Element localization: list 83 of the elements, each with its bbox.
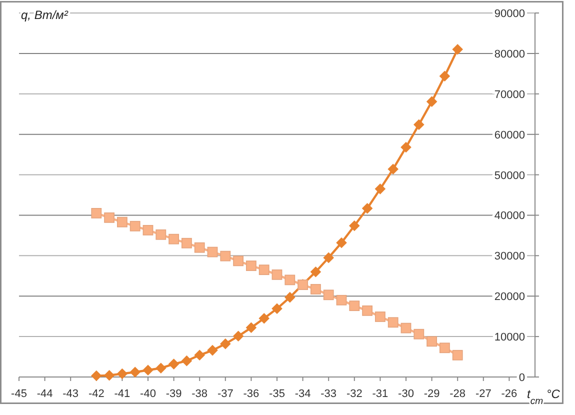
point <box>362 305 372 316</box>
point <box>323 290 334 300</box>
point <box>284 292 296 303</box>
point <box>414 119 424 130</box>
point <box>258 312 270 324</box>
x-tick-label: -27 <box>475 388 492 400</box>
point <box>168 358 180 370</box>
x-tick-label: -45 <box>11 388 27 400</box>
point <box>362 202 373 214</box>
x-tick-label: -40 <box>140 388 156 400</box>
y-tick-label: 50000 <box>494 170 525 182</box>
point <box>414 328 424 340</box>
point <box>156 362 166 374</box>
point <box>246 322 257 334</box>
point <box>452 44 463 55</box>
y-tick-label: 30000 <box>494 250 525 263</box>
x-tick-label: -29 <box>424 388 440 400</box>
point <box>142 224 154 236</box>
x-tick-label: -43 <box>62 388 79 400</box>
point <box>272 303 282 314</box>
point <box>440 342 450 354</box>
point <box>310 266 322 278</box>
x-tick-label: -42 <box>88 388 104 400</box>
point <box>439 70 450 82</box>
x-tick-label: -33 <box>320 388 337 400</box>
x-tick-label: -31 <box>372 388 388 400</box>
point <box>104 370 115 381</box>
y-tick-label: 90000 <box>494 8 525 20</box>
x-axis-title: t$_{ст}$ °C <box>527 387 560 406</box>
point <box>117 216 128 228</box>
point <box>194 350 205 361</box>
point <box>349 220 360 232</box>
point <box>182 238 192 248</box>
point <box>452 350 463 360</box>
point <box>116 368 128 380</box>
point <box>374 184 386 194</box>
point <box>232 330 244 342</box>
y-tick-label: 10000 <box>494 332 525 344</box>
point <box>400 142 412 153</box>
point <box>336 237 347 248</box>
point <box>426 336 437 347</box>
point <box>207 344 218 356</box>
x-tick-label: -38 <box>192 388 208 400</box>
point <box>375 312 386 322</box>
point <box>220 338 231 350</box>
point <box>181 355 192 366</box>
point <box>323 252 334 264</box>
x-tick-label: -28 <box>450 388 466 400</box>
point <box>130 366 140 378</box>
point <box>220 250 231 262</box>
point <box>91 208 102 218</box>
point <box>142 364 154 376</box>
x-tick-label: -41 <box>114 388 130 400</box>
point <box>207 246 218 258</box>
point <box>246 260 256 271</box>
point <box>349 300 360 312</box>
point <box>388 164 398 175</box>
x-tick-label: -37 <box>217 388 234 400</box>
point <box>156 229 166 240</box>
point <box>400 322 412 334</box>
point <box>168 234 179 244</box>
y-tick-label: 70000 <box>494 88 525 101</box>
x-tick-label: -39 <box>166 388 182 400</box>
x-tick-label: -44 <box>36 388 53 400</box>
point <box>104 212 114 223</box>
point <box>388 317 398 328</box>
point <box>336 294 347 306</box>
point <box>194 242 205 253</box>
x-tick-label: -34 <box>294 388 311 400</box>
x-tick-label: -32 <box>346 388 362 400</box>
point <box>310 284 321 294</box>
y-axis-title: q, Вт/м² <box>21 8 69 22</box>
point <box>258 264 270 276</box>
point <box>130 220 140 232</box>
x-tick-label: -30 <box>398 388 414 400</box>
point <box>91 370 102 382</box>
point <box>272 269 282 280</box>
point <box>426 96 438 107</box>
x-tick-label: -35 <box>269 388 285 400</box>
x-tick-label: -36 <box>243 388 260 400</box>
point <box>233 256 244 266</box>
point <box>284 274 296 286</box>
x-tick-label: -26 <box>501 388 518 400</box>
